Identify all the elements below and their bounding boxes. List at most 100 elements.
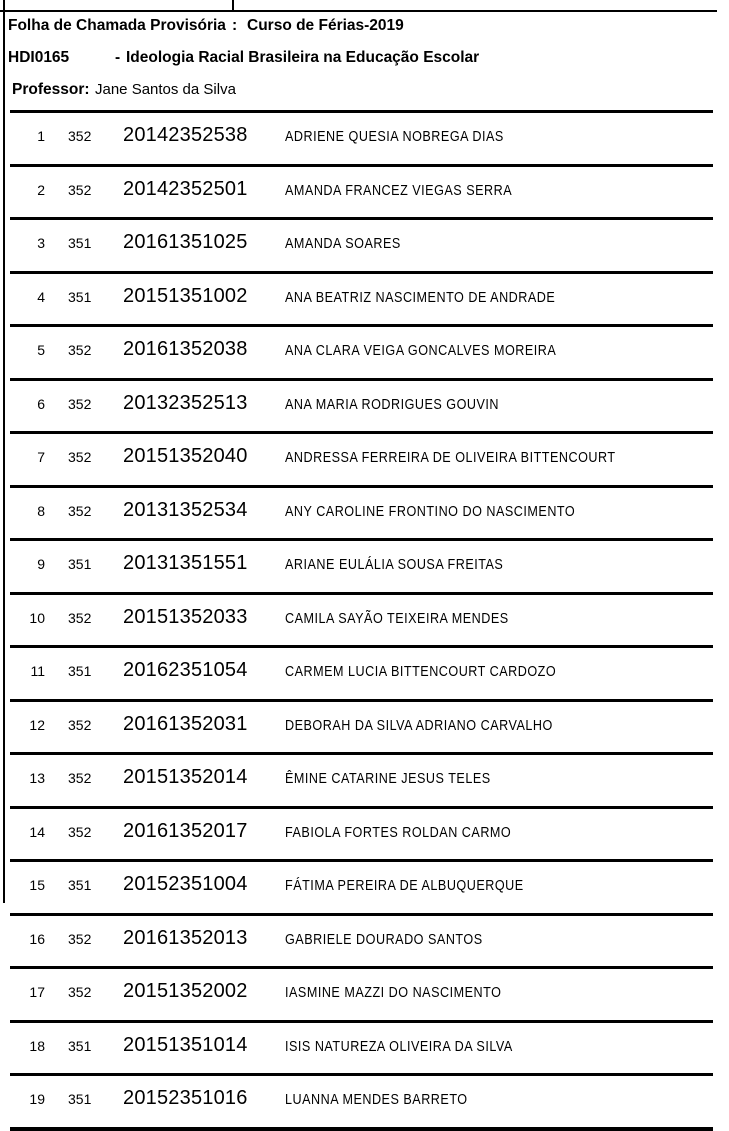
- roster-table: 1 352 20142352538 ADRIENE QUESIA NOBREGA DI…: [10, 110, 713, 1131]
- student-name-cell: FÁTIMA PEREIRA DE ALBUQUERQUE: [285, 877, 524, 894]
- student-name-cell: ADRIENE QUESIA NOBREGA DIAS: [285, 128, 504, 145]
- class-group-cell: 351: [68, 556, 92, 572]
- student-name-cell: AMANDA FRANCEZ VIEGAS SERRA: [285, 181, 513, 199]
- row-number-cell: 4: [37, 288, 45, 305]
- student-name-cell: LUANNA MENDES BARRETO: [285, 1091, 468, 1108]
- table-row: 6 352 20132352513 ANA MARIA RODRIGUES GOUVI…: [10, 381, 713, 434]
- class-group-cell: 352: [68, 395, 92, 412]
- course-name: Ideologia Racial Brasileira na Educação …: [126, 49, 480, 66]
- class-group-cell: 351: [68, 1037, 92, 1054]
- student-name-cell: ANDRESSA FERREIRA DE OLIVEIRA BITTENCOUR…: [285, 449, 616, 466]
- class-group-cell: 352: [68, 502, 92, 519]
- student-name-cell: CARMEM LUCIA BITTENCOURT CARDOZO: [285, 663, 557, 680]
- row-number-cell: 6: [37, 395, 45, 412]
- table-row: 3 351 20161351025 AMANDA SOARES: [10, 220, 713, 274]
- table-row: 15 351 20152351004 FÁTIMA PEREIRA DE ALBUQU…: [10, 862, 713, 916]
- student-id-cell: 20151351002: [123, 284, 248, 307]
- student-id-cell: 20162351054: [123, 659, 248, 681]
- student-id-cell: 20151352033: [123, 605, 248, 628]
- class-group-cell: 352: [68, 770, 92, 786]
- table-row: 4 351 20151351002 ANA BEATRIZ NASCIMENTO DE…: [10, 274, 713, 327]
- row-number-cell: 3: [37, 235, 45, 251]
- table-row: 2 352 20142352501 AMANDA FRANCEZ VIEGAS SER…: [10, 167, 713, 220]
- student-name-cell: CAMILA SAYÃO TEIXEIRA MENDES: [285, 609, 509, 627]
- row-number-cell: 19: [29, 1091, 45, 1107]
- class-group-cell: 352: [68, 128, 92, 144]
- student-name-cell: ARIANE EULÁLIA SOUSA FREITAS: [285, 556, 504, 573]
- row-number-cell: 11: [30, 663, 45, 679]
- student-id-cell: 20151351014: [123, 1033, 248, 1056]
- table-row: 16 352 20161352013 GABRIELE DOURADO SANTOS: [10, 916, 713, 969]
- class-group-cell: 352: [68, 984, 92, 1000]
- table-row: 10 352 20151352033 CAMILA SAYÃO TEIXEIRA ME…: [10, 595, 713, 648]
- row-number-cell: 5: [37, 342, 45, 358]
- table-row: 17 352 20151352002 IASMINE MAZZI DO NASCIME…: [10, 969, 713, 1023]
- row-number-cell: 9: [37, 556, 45, 572]
- student-id-cell: 20131352534: [123, 498, 248, 521]
- doc-type-label: Folha de Chamada Provisória: [8, 17, 226, 34]
- term-label: Curso de Férias-2019: [247, 17, 404, 34]
- class-group-cell: 352: [68, 716, 92, 733]
- top-edge-divider-remnant: [232, 0, 234, 10]
- student-name-cell: FABIOLA FORTES ROLDAN CARMO: [285, 823, 512, 841]
- class-group-cell: 352: [68, 609, 92, 626]
- student-id-cell: 20132352513: [123, 391, 248, 414]
- doc-type-separator: :: [232, 17, 238, 34]
- class-group-cell: 352: [68, 181, 92, 198]
- row-number-cell: 16: [29, 930, 45, 947]
- class-group-cell: 351: [68, 235, 92, 251]
- student-id-cell: 20161352017: [123, 819, 248, 842]
- student-name-cell: ANY CAROLINE FRONTINO DO NASCIMENTO: [285, 502, 576, 520]
- student-name-cell: ANA CLARA VEIGA GONCALVES MOREIRA: [285, 342, 557, 359]
- student-id-cell: 20151352002: [123, 980, 248, 1002]
- table-row: 18 351 20151351014 ISIS NATUREZA OLIVEIRA D…: [10, 1023, 713, 1076]
- student-name-cell: ANA MARIA RODRIGUES GOUVIN: [285, 395, 500, 413]
- student-id-cell: 20161352038: [123, 338, 248, 360]
- student-name-cell: ÊMINE CATARINE JESUS TELES: [285, 770, 491, 787]
- row-number-cell: 10: [29, 609, 45, 626]
- student-id-cell: 20142352538: [123, 124, 248, 146]
- student-id-cell: 20152351004: [123, 873, 248, 895]
- student-id-cell: 20152351016: [123, 1087, 248, 1109]
- class-group-cell: 351: [68, 288, 92, 305]
- student-id-cell: 20151352040: [123, 445, 248, 467]
- table-row: 9 351 20131351551 ARIANE EULÁLIA SOUSA FREI…: [10, 541, 713, 595]
- table-row: 12 352 20161352031 DEBORAH DA SILVA ADRIANO…: [10, 702, 713, 755]
- student-id-cell: 20161352031: [123, 712, 248, 735]
- row-number-cell: 8: [37, 502, 45, 519]
- class-group-cell: 352: [68, 930, 92, 947]
- class-group-cell: 351: [68, 663, 92, 679]
- row-number-cell: 17: [29, 984, 45, 1000]
- table-row: 19 351 20152351016 LUANNA MENDES BARRETO: [10, 1076, 713, 1127]
- student-id-cell: 20161351025: [123, 231, 248, 253]
- student-id-cell: 20131351551: [123, 552, 248, 574]
- student-name-cell: DEBORAH DA SILVA ADRIANO CARVALHO: [285, 716, 553, 734]
- student-name-cell: AMANDA SOARES: [285, 235, 401, 252]
- row-number-cell: 13: [29, 770, 45, 786]
- table-row: 13 352 20151352014 ÊMINE CATARINE JESUS TEL…: [10, 755, 713, 809]
- class-group-cell: 352: [68, 823, 92, 840]
- student-name-cell: ANA BEATRIZ NASCIMENTO DE ANDRADE: [285, 288, 556, 306]
- course-code: HDI0165: [8, 49, 70, 66]
- header-top-rule: [0, 10, 717, 12]
- student-name-cell: GABRIELE DOURADO SANTOS: [285, 930, 483, 948]
- table-row: 8 352 20131352534 ANY CAROLINE FRONTINO DO …: [10, 488, 713, 541]
- page-left-border: [3, 0, 5, 903]
- row-number-cell: 12: [29, 716, 45, 733]
- document-header: Folha de Chamada Provisória : Curso de F…: [0, 10, 729, 110]
- table-row: 11 351 20162351054 CARMEM LUCIA BITTENCOURT…: [10, 648, 713, 702]
- professor-label: Professor:: [12, 81, 90, 98]
- student-id-cell: 20151352014: [123, 766, 248, 788]
- table-row: 1 352 20142352538 ADRIENE QUESIA NOBREGA DI…: [10, 113, 713, 167]
- row-number-cell: 18: [29, 1037, 45, 1054]
- table-row: 5 352 20161352038 ANA CLARA VEIGA GONCALVES…: [10, 327, 713, 381]
- student-id-cell: 20161352013: [123, 926, 248, 949]
- class-group-cell: 352: [68, 342, 92, 358]
- row-number-cell: 14: [29, 823, 45, 840]
- table-row: 7 352 20151352040 ANDRESSA FERREIRA DE OLIV…: [10, 434, 713, 488]
- class-group-cell: 351: [68, 877, 92, 893]
- professor-name: Jane Santos da Silva: [95, 81, 236, 98]
- row-number-cell: 15: [29, 877, 45, 893]
- student-id-cell: 20142352501: [123, 177, 248, 200]
- student-name-cell: ISIS NATUREZA OLIVEIRA DA SILVA: [285, 1037, 513, 1055]
